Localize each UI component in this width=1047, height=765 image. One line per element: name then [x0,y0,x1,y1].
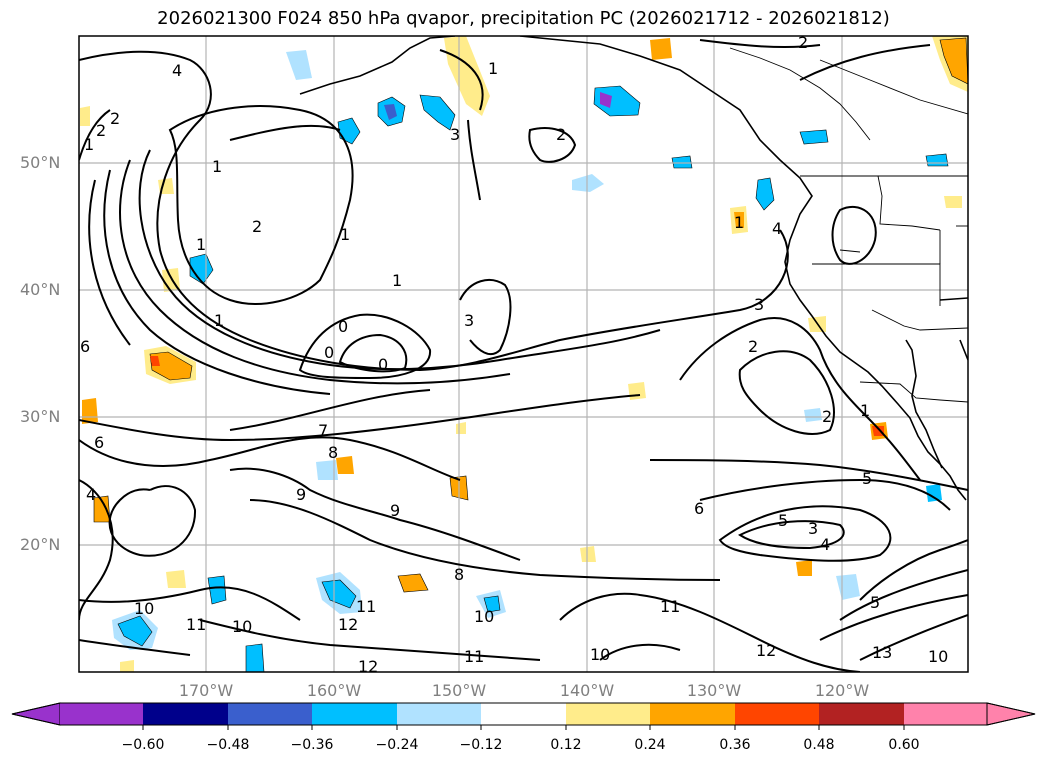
svg-text:1: 1 [392,271,402,290]
lon-label-120w: 120°W [814,681,870,700]
coastlines [299,36,968,501]
svg-text:3: 3 [808,519,818,538]
colorbar-tick-label: −0.12 [459,737,503,753]
svg-text:1: 1 [84,135,94,154]
svg-text:11: 11 [186,615,206,634]
colorbar-tick-label: −0.36 [290,737,334,753]
colorbar-tick-label: −0.60 [121,737,165,753]
colorbar-tick-label: 0.48 [803,737,835,753]
svg-text:12: 12 [358,657,378,676]
svg-text:6: 6 [80,337,90,356]
political-borders [729,47,968,403]
map-title: 2026021300 F024 850 hPa qvapor, precipit… [157,8,890,29]
svg-text:0: 0 [338,317,348,336]
svg-text:8: 8 [328,443,338,462]
svg-text:4: 4 [86,485,96,504]
negative-precip-shading [112,50,949,672]
svg-text:2: 2 [748,337,758,356]
svg-text:3: 3 [464,311,474,330]
svg-text:1: 1 [212,157,222,176]
svg-text:3: 3 [754,295,764,314]
svg-text:12: 12 [338,615,358,634]
map-frame [78,35,969,673]
lon-label-170w: 170°W [178,681,234,700]
svg-text:4: 4 [820,535,830,554]
svg-text:6: 6 [694,499,704,518]
colorbar-tick-label: 0.24 [634,737,666,753]
colorbar-tick-label: 0.36 [719,737,751,753]
lon-label-140w: 140°W [559,681,615,700]
svg-text:11: 11 [356,597,376,616]
svg-text:4: 4 [772,219,782,238]
colorbar-extend-max [986,702,1036,726]
lon-label-130w: 130°W [686,681,742,700]
svg-text:10: 10 [232,617,252,636]
svg-text:6: 6 [94,433,104,452]
svg-text:2: 2 [822,407,832,426]
graticule [79,36,968,672]
map-panel: 4 2 1 2 1 1 1 1 0 0 0 3 3 2 6 7 8 9 9 8 … [79,33,968,676]
svg-text:9: 9 [296,485,306,504]
svg-text:10: 10 [134,599,154,618]
lat-label-40n: 40°N [20,280,61,299]
colorbar [11,702,1036,730]
lon-label-150w: 150°W [431,681,487,700]
colorbar-tick-label: 0.12 [550,737,582,753]
svg-text:12: 12 [756,641,776,660]
svg-text:2: 2 [96,121,106,140]
svg-text:2: 2 [798,33,808,52]
svg-text:1: 1 [214,311,224,330]
svg-text:5: 5 [778,511,788,530]
svg-text:7: 7 [318,421,328,440]
colorbar-tick-label: 0.60 [888,737,920,753]
qvapor-contours [79,39,968,672]
lat-label-30n: 30°N [20,407,61,426]
contour-labels: 4 2 1 2 1 1 1 1 0 0 0 3 3 2 6 7 8 9 9 8 … [80,33,948,676]
svg-text:3: 3 [450,125,460,144]
svg-text:10: 10 [928,647,948,666]
svg-text:1: 1 [734,213,744,232]
svg-text:10: 10 [590,645,610,664]
lat-label-20n: 20°N [20,535,61,554]
lon-label-160w: 160°W [306,681,362,700]
svg-text:10: 10 [474,607,494,626]
svg-text:5: 5 [870,593,880,612]
svg-text:4: 4 [172,61,182,80]
svg-text:1: 1 [860,401,870,420]
svg-text:5: 5 [862,469,872,488]
svg-text:8: 8 [454,565,464,584]
svg-text:1: 1 [340,225,350,244]
svg-text:1: 1 [488,59,498,78]
svg-text:9: 9 [390,501,400,520]
colorbar-tick-label: −0.48 [206,737,250,753]
svg-text:1: 1 [196,235,206,254]
svg-text:0: 0 [324,343,334,362]
svg-text:2: 2 [110,109,120,128]
svg-text:13: 13 [872,643,892,662]
colorbar-extend-min [11,702,61,726]
svg-text:0: 0 [378,355,388,374]
svg-text:11: 11 [660,597,680,616]
lat-label-50n: 50°N [20,153,61,172]
svg-text:11: 11 [464,647,484,666]
colorbar-tick-label: −0.24 [375,737,419,753]
svg-text:2: 2 [556,125,566,144]
svg-text:2: 2 [252,217,262,236]
